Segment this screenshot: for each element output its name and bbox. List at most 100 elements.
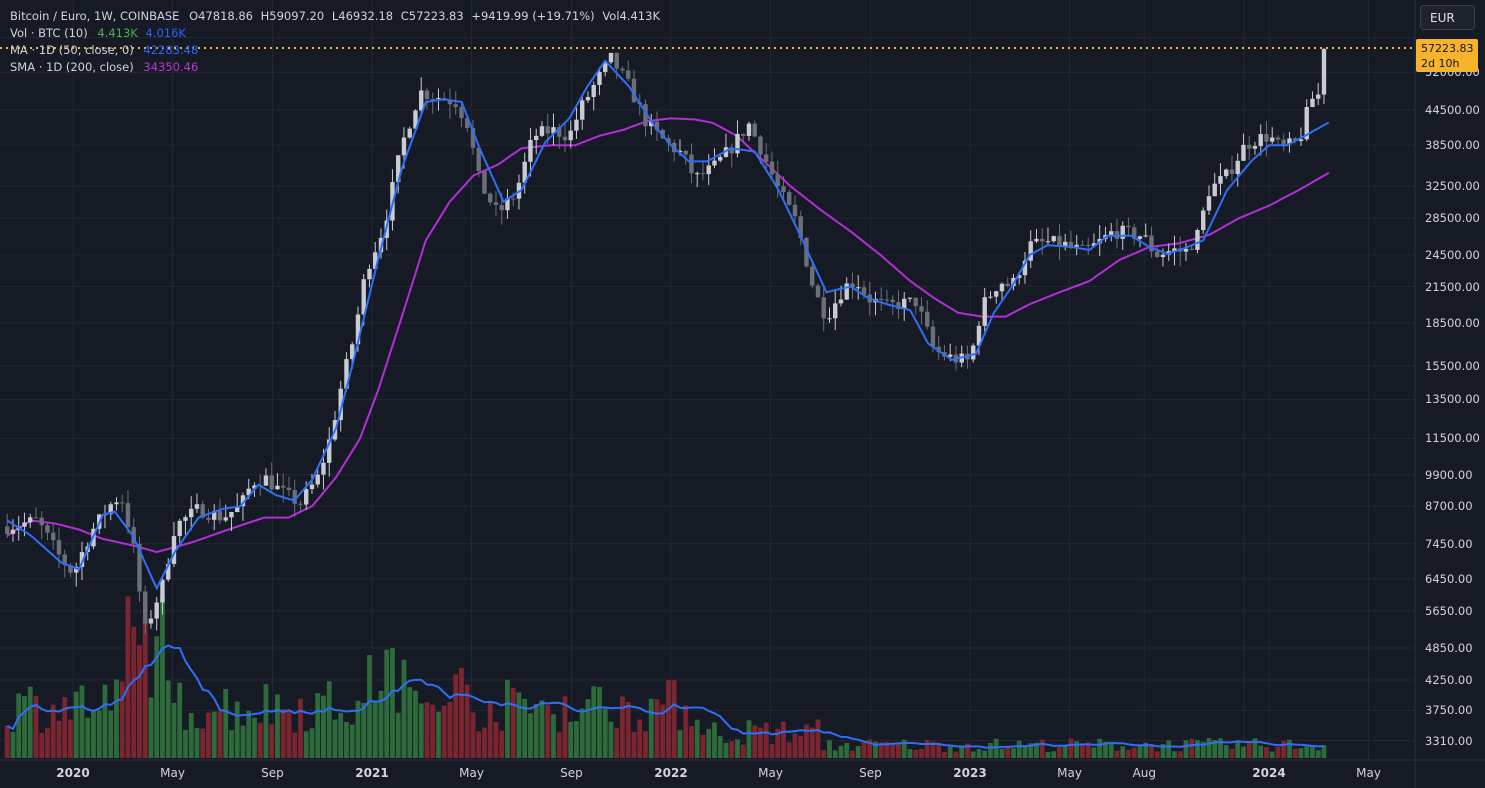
volume-bar (942, 751, 947, 758)
legend-volume-row[interactable]: Vol · BTC (10) 4.413K 4.016K (10, 25, 664, 42)
candle-body (603, 62, 608, 72)
candle-body (1287, 138, 1292, 145)
candle-body (1183, 248, 1189, 252)
volume-bar (332, 719, 338, 758)
candle-body (574, 119, 579, 131)
candle-body (5, 526, 10, 534)
volume-bar (499, 730, 505, 758)
volume-bar (257, 722, 263, 758)
candle-body (677, 150, 683, 153)
candle-body (999, 283, 1005, 292)
volume-bar (229, 730, 234, 758)
volume-bar (62, 697, 68, 758)
candle-body (1206, 196, 1212, 211)
volume-bar (1269, 751, 1275, 758)
ma-50-line (6, 59, 1330, 591)
candle-body (735, 133, 740, 154)
price-axis-label: 7450.00 (1425, 536, 1473, 551)
candle-body (1028, 241, 1033, 261)
volume-bar (522, 698, 528, 758)
volume-bar (959, 745, 965, 758)
volume-bar (930, 741, 936, 758)
volume-bar (769, 744, 775, 758)
volume-bar (1246, 740, 1252, 758)
candle-body (200, 504, 205, 518)
volume-bar (792, 733, 798, 758)
time-axis-label: Sep (261, 766, 284, 780)
volume-bar (1005, 746, 1011, 758)
candle-body (56, 540, 62, 555)
volume-bar (907, 749, 913, 758)
volume-bar (91, 710, 96, 758)
time-axis-label: 2020 (56, 766, 90, 780)
candle-body (856, 287, 861, 289)
candle-body (160, 579, 165, 603)
candle-body (298, 503, 303, 505)
candle-body (1034, 238, 1039, 242)
candle-body (189, 508, 194, 518)
legend-symbol: Bitcoin / Euro, 1W, COINBASE (10, 9, 180, 23)
candle-body (1172, 248, 1177, 252)
volume-bar (1223, 745, 1229, 758)
candle-body (183, 517, 188, 521)
candle-body (821, 297, 826, 319)
volume-bar (1235, 741, 1241, 758)
volume-bar (1195, 740, 1200, 758)
candle-body (919, 306, 924, 312)
candle-body (1143, 235, 1148, 237)
volume-bar (896, 743, 901, 758)
volume-bar (137, 645, 142, 758)
volume-bar (677, 730, 683, 758)
candle-body (143, 591, 148, 624)
legend-ma-row[interactable]: MA · 1D (50, close, 0) 42283.48 (10, 42, 664, 59)
candle-body (1063, 241, 1068, 247)
volume-bar (648, 698, 654, 758)
price-axis-label: 8700.00 (1425, 499, 1473, 514)
candle-body (206, 517, 211, 520)
candle-body (1160, 254, 1166, 258)
legend-sma-row[interactable]: SMA · 1D (200, close) 34350.46 (10, 59, 664, 76)
volume-bar (947, 746, 953, 758)
volume-bar (827, 740, 832, 758)
candle-body (1247, 144, 1252, 149)
time-axis-label: May (160, 766, 185, 780)
candle-body (286, 487, 292, 491)
volume-bar (33, 695, 39, 758)
candle-body (643, 104, 648, 127)
volume-bar (712, 722, 717, 758)
volume-bar (625, 701, 631, 758)
volume-bar (217, 711, 223, 758)
candle-body (1189, 248, 1194, 250)
volume-bar (873, 741, 878, 758)
volume-bar (1108, 742, 1114, 758)
candle-body (350, 344, 355, 360)
volume-bar (390, 647, 395, 758)
candle-body (315, 474, 320, 485)
volume-bar (775, 728, 781, 758)
volume-bar (700, 734, 706, 758)
volume-bar (1074, 741, 1080, 758)
candle-body (275, 485, 280, 490)
volume-bar (487, 701, 493, 758)
candle-body (620, 68, 625, 71)
candle-body (361, 279, 366, 315)
volume-bar (292, 732, 298, 758)
candle-body (459, 107, 464, 119)
candle-body (401, 137, 407, 156)
candle-body (1022, 260, 1028, 276)
legend-vol-label: Vol · BTC (10) (10, 26, 88, 40)
last-price-value: 57223.83 (1421, 42, 1474, 55)
candle-body (1155, 251, 1160, 258)
volume-bar (579, 708, 585, 758)
price-axis-label: 24500.00 (1425, 247, 1480, 262)
candle-body (424, 90, 430, 100)
currency-button[interactable]: EUR (1420, 5, 1475, 30)
candle-body (488, 193, 493, 203)
candle-body (114, 502, 119, 505)
candle-body (74, 566, 79, 573)
candle-body (1045, 241, 1051, 243)
volume-bar (1103, 741, 1108, 758)
volume-bar (142, 615, 148, 758)
volume-bar (1200, 741, 1206, 758)
